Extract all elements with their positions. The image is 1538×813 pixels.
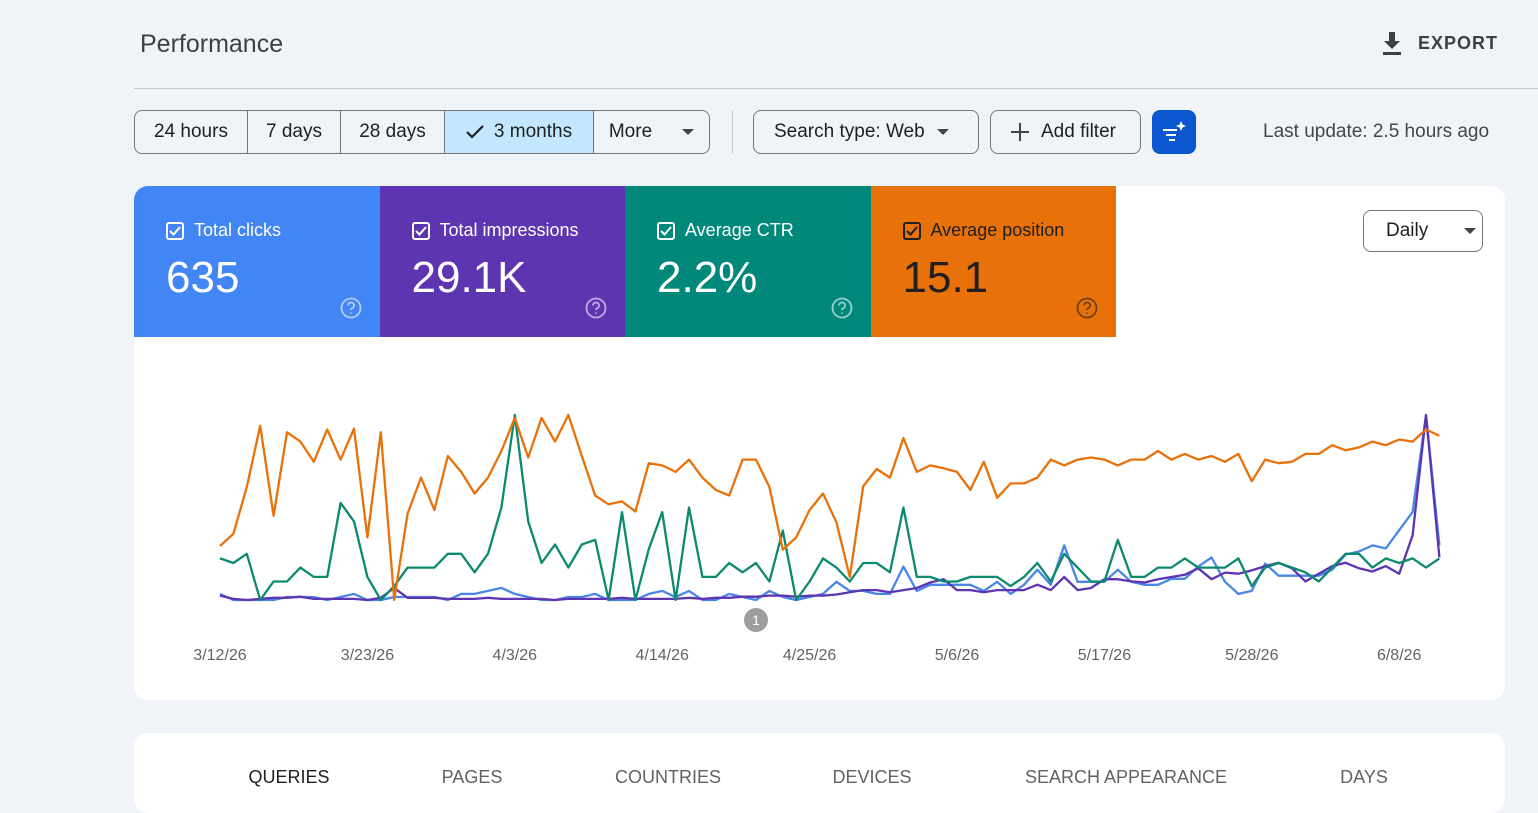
help-icon xyxy=(831,297,852,319)
date-range-group: 24 hours 7 days 28 days 3 months More xyxy=(134,110,710,154)
range-label: More xyxy=(608,121,653,142)
metric-value: 29.1K xyxy=(411,253,527,302)
tab[interactable]: DEVICES xyxy=(832,767,912,787)
x-tick-label: 4/25/26 xyxy=(783,647,836,664)
checkbox xyxy=(411,221,430,240)
checkbox-check xyxy=(169,225,181,236)
tab[interactable]: PAGES xyxy=(441,767,503,787)
checkbox xyxy=(166,221,184,240)
x-tick-label: 5/6/26 xyxy=(935,647,980,664)
checkbox-check xyxy=(905,225,918,236)
metric-label: Average position xyxy=(930,220,1065,240)
metric-tile[interactable]: Total clicks 635 xyxy=(134,186,380,337)
metric-tile[interactable]: Average CTR 2.2% xyxy=(625,186,871,337)
dropdown-arrow xyxy=(1464,228,1477,234)
divider xyxy=(134,88,1538,89)
checkbox-box xyxy=(166,221,184,240)
checkbox-box xyxy=(411,221,430,240)
checkbox-check xyxy=(414,225,427,236)
export-button[interactable]: EXPORT xyxy=(1380,30,1498,56)
check-path xyxy=(466,125,484,139)
search-type-dropdown[interactable]: Search type: Web xyxy=(753,110,979,154)
series-line xyxy=(219,413,1441,602)
metric-value: 2.2% xyxy=(657,253,758,302)
last-update: Last update: 2.5 hours ago xyxy=(1263,121,1490,142)
tab-bar: QUERIES PAGES COUNTRIES DEVICES SEARCH APPEA… xyxy=(134,733,1505,813)
range-label: 7 days xyxy=(266,121,322,142)
help-circle xyxy=(831,297,852,319)
help-mark xyxy=(1083,301,1091,314)
help-circle xyxy=(1076,297,1098,319)
annotation[interactable]: 1 xyxy=(744,608,768,632)
help-mark xyxy=(346,301,355,314)
help-mark xyxy=(592,301,600,314)
series-line xyxy=(219,413,1440,602)
metric-label: Total impressions xyxy=(439,220,579,240)
help-icon xyxy=(1076,297,1098,319)
check-icon xyxy=(466,125,484,139)
page-title: Performance xyxy=(140,30,284,58)
range-button[interactable]: 3 months xyxy=(445,111,594,153)
x-tick-label: 6/8/26 xyxy=(1377,647,1422,664)
add-filter-label: Add filter xyxy=(1041,121,1116,142)
checkbox-box xyxy=(902,221,921,240)
search-type-label: Search type: Web xyxy=(774,121,925,142)
x-tick-label: 4/14/26 xyxy=(636,647,689,664)
granularity-dropdown[interactable]: Daily xyxy=(1363,210,1483,252)
range-button[interactable]: 24 hours xyxy=(135,111,248,153)
checkbox-check xyxy=(660,225,672,236)
checkbox xyxy=(902,221,921,240)
help-mark xyxy=(837,301,846,314)
filter-sparkle-icon xyxy=(1163,121,1186,141)
metric-value: 15.1 xyxy=(902,253,989,302)
checkbox-box xyxy=(657,221,675,240)
range-button[interactable]: 28 days xyxy=(341,111,445,153)
page: {"header":{"title":"Performance","export… xyxy=(134,30,1538,813)
x-tick-label: 4/3/26 xyxy=(493,647,538,664)
dropdown-arrow xyxy=(936,129,949,135)
checkbox xyxy=(657,221,675,240)
x-tick-label: 5/28/26 xyxy=(1225,647,1278,664)
metric-label-row: Total clicks xyxy=(166,220,380,241)
x-tick-label: 3/23/26 xyxy=(341,647,394,664)
annotation-dot xyxy=(744,608,768,632)
help-icon xyxy=(340,297,361,319)
help-circle xyxy=(585,297,607,319)
performance-card: Total clicks 635 Total impressions 29.1K Ave… xyxy=(134,186,1505,700)
range-label: 28 days xyxy=(359,121,426,142)
export-label: EXPORT xyxy=(1418,32,1499,53)
metric-tiles: Total clicks 635 Total impressions 29.1K Ave… xyxy=(134,186,1116,337)
separator xyxy=(732,110,733,154)
series-line xyxy=(219,413,1441,602)
tab[interactable]: DAYS xyxy=(1340,767,1388,787)
add-filter-button[interactable]: Add filter xyxy=(990,110,1141,154)
metric-tile[interactable]: Average position 15.1 xyxy=(870,186,1117,337)
tab[interactable]: SEARCH APPEARANCE xyxy=(1024,767,1228,787)
metric-label-row: Average CTR xyxy=(657,220,871,241)
range-label: 24 hours xyxy=(154,121,228,142)
tab[interactable]: QUERIES xyxy=(248,767,330,787)
metric-tile[interactable]: Total impressions 29.1K xyxy=(379,186,626,337)
metric-label-row: Total impressions xyxy=(411,220,626,241)
range-button[interactable]: 7 days xyxy=(248,111,341,153)
dropdown-arrow xyxy=(682,129,695,135)
x-tick-label: 3/12/26 xyxy=(193,647,246,664)
plus-icon xyxy=(1011,123,1029,141)
metric-label: Total clicks xyxy=(194,220,282,240)
metric-label-row: Average position xyxy=(902,220,1117,241)
chart: 3/12/26 3/23/26 4/3/26 4/14/26 4/25/26 5/6/26… xyxy=(193,413,1441,664)
range-button[interactable]: More xyxy=(594,111,709,153)
tab[interactable]: COUNTRIES xyxy=(614,767,722,787)
help-circle xyxy=(340,297,361,319)
annotation-label: 1 xyxy=(752,612,760,628)
range-label: 3 months xyxy=(493,121,573,142)
granularity-label: Daily xyxy=(1386,220,1429,241)
metric-label: Average CTR xyxy=(685,220,794,240)
metric-value: 635 xyxy=(166,253,240,302)
ai-filter-button[interactable] xyxy=(1152,110,1196,154)
arrow-path xyxy=(682,129,695,135)
help-icon xyxy=(585,297,607,319)
download-icon xyxy=(1383,32,1401,55)
x-tick-label: 5/17/26 xyxy=(1078,647,1131,664)
